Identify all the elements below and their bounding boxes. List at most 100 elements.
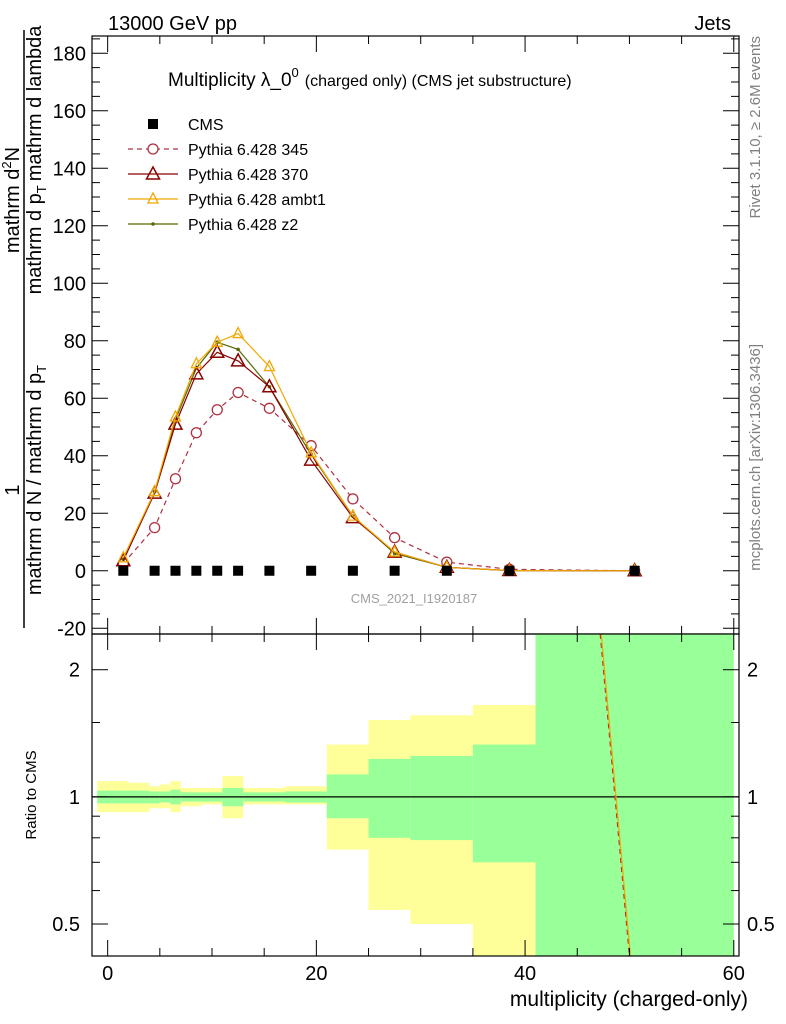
point-cms — [347, 565, 358, 576]
y-label-numerator-line2-sub: T — [34, 185, 49, 193]
point-pythia-6-428-ambt1 — [388, 544, 401, 557]
legend-label-pythia-6-428-345: Pythia 6.428 345 — [188, 142, 308, 159]
header-right-label: Jets — [694, 13, 731, 35]
y-label-numerator-line2-start: mathrm d p — [24, 193, 46, 294]
point-cms — [629, 565, 640, 576]
point-pythia-6-428-345 — [190, 427, 203, 439]
point-pythia-6-428-370 — [386, 543, 403, 558]
point-pythia-6-428-370 — [303, 451, 319, 466]
ratio-y-tick-label-right: 0.5 — [747, 914, 775, 936]
point-cms — [264, 565, 275, 576]
y-tick-label: 60 — [64, 388, 86, 410]
ratio-curve-pythia-6-428-ambt1 — [600, 633, 632, 957]
header-left-label: 13000 GeV pp — [108, 13, 237, 35]
point-pythia-6-428-ambt1 — [148, 484, 161, 497]
y-tick-label: 40 — [64, 446, 86, 468]
point-pythia-6-428-345 — [169, 473, 182, 485]
point-pythia-6-428-345 — [211, 404, 223, 416]
point-pythia-6-428-370 — [261, 378, 278, 393]
legend-marker-cms — [148, 119, 158, 129]
x-tick-label: 0 — [102, 963, 113, 985]
series-line-pythia-6-428-ambt1 — [122, 332, 635, 572]
point-pythia-6-428-ambt1 — [117, 550, 130, 563]
y-label-numerator: mathrm d2N — [0, 147, 24, 253]
chart-title-rest: (charged only) (CMS jet substructure) — [305, 73, 572, 90]
ratio-y-tick-label: 2 — [69, 660, 80, 682]
point-cms — [504, 565, 515, 576]
point-pythia-6-428-345 — [263, 402, 276, 414]
legend-marker-pythia-6-428-ambt1 — [146, 191, 160, 204]
point-cms — [306, 565, 317, 576]
point-pythia-6-428-345 — [388, 532, 401, 544]
y-label-one: 1 — [2, 484, 24, 495]
y-tick-label: 80 — [64, 331, 86, 353]
y-label-numerator-top: mathrm d — [2, 169, 24, 253]
x-tick-label: 60 — [723, 963, 745, 985]
point-pythia-6-428-345 — [347, 493, 359, 505]
x-tick-label: 20 — [305, 963, 327, 985]
legend: CMS Pythia 6.428 345 Pythia 6.428 370 Pythi… — [128, 117, 326, 234]
side-label-site: mcplots.cern.ch [arXiv:1306.3436] — [747, 344, 764, 571]
y-tick-label: 120 — [53, 216, 86, 238]
y-label-numerator-sup: 2 — [0, 161, 14, 168]
x-axis-label: multiplicity (charged-only) — [510, 988, 748, 1011]
legend-marker-pythia-6-428-z2 — [151, 222, 155, 226]
chart-title-main: Multiplicity λ_0 — [168, 70, 292, 91]
point-cms — [389, 565, 400, 576]
y-tick-label: 0 — [75, 561, 86, 583]
ratio-y-axis-label: Ratio to CMS — [23, 750, 40, 839]
point-pythia-6-428-ambt1 — [263, 359, 276, 372]
legend-label-pythia-6-428-z2: Pythia 6.428 z2 — [188, 217, 298, 234]
ratio-y-tick-label-right: 2 — [747, 660, 758, 682]
point-pythia-6-428-370 — [230, 352, 246, 367]
side-label-generator: Rivet 3.1.10, ≥ 2.6M events — [747, 36, 764, 219]
point-cms — [441, 565, 452, 576]
y-label-numerator-line2-rest: mathrm d lambda — [24, 25, 46, 181]
y-label-denominator: mathrm d N / mathrm d pT — [24, 365, 49, 595]
ratio-y-tick-label: 0.5 — [52, 914, 80, 936]
y-label-denominator-start: mathrm d N / mathrm d p — [24, 373, 46, 595]
point-pythia-6-428-z2 — [236, 347, 240, 352]
point-cms — [170, 565, 181, 576]
main-axes: -20 0 20 40 60 80 100 120 140 160 180 — [53, 35, 740, 640]
main-series-layer — [115, 326, 643, 577]
chart-title: Multiplicity λ_00 (charged only) (CMS jet… — [168, 65, 572, 91]
ratio-y-tick-label: 1 — [69, 787, 80, 809]
series-line-pythia-6-428-345 — [122, 391, 635, 572]
point-cms — [118, 565, 129, 576]
point-pythia-6-428-ambt1 — [346, 508, 359, 521]
point-pythia-6-428-ambt1 — [232, 326, 245, 339]
y-tick-label: 160 — [53, 101, 86, 123]
point-pythia-6-428-ambt1 — [211, 334, 224, 347]
ratio-band-inner — [410, 755, 473, 841]
ratio-frame — [91, 633, 740, 957]
legend-label-pythia-6-428-ambt1: Pythia 6.428 ambt1 — [188, 192, 326, 209]
point-pythia-6-428-345 — [148, 521, 161, 534]
legend-marker-pythia-6-428-370 — [145, 165, 161, 180]
y-tick-label: 140 — [53, 158, 86, 180]
ratio-band-inner — [472, 744, 536, 863]
x-tick-label: 40 — [514, 963, 536, 985]
y-tick-label: 180 — [53, 43, 86, 65]
ratio-axes: 0.5 0.51 12 20 20 40 60 — [52, 633, 775, 985]
point-cms — [191, 565, 202, 576]
analysis-watermark: CMS_2021_I1920187 — [351, 591, 478, 606]
point-pythia-6-428-ambt1 — [305, 445, 318, 458]
y-axis-label: 1 mathrm d2N mathrm d pTmathrm d lambda … — [0, 25, 49, 628]
ratio-band-inner — [535, 634, 734, 956]
point-cms — [149, 565, 160, 576]
y-tick-label: 100 — [53, 273, 86, 295]
point-pythia-6-428-370 — [209, 343, 225, 358]
point-pythia-6-428-ambt1 — [169, 409, 182, 422]
y-label-numerator-line2: mathrm d pTmathrm d lambda — [24, 25, 49, 295]
point-pythia-6-428-ambt1 — [190, 356, 203, 369]
legend-marker-pythia-6-428-345 — [147, 143, 159, 155]
point-cms — [233, 565, 244, 576]
ratio-band-inner — [368, 758, 411, 838]
y-tick-label: 20 — [64, 503, 86, 525]
series-line-pythia-6-428-z2 — [122, 341, 635, 572]
legend-label-cms: CMS — [188, 117, 224, 134]
point-cms — [212, 565, 223, 576]
legend-label-pythia-6-428-370: Pythia 6.428 370 — [188, 167, 308, 184]
